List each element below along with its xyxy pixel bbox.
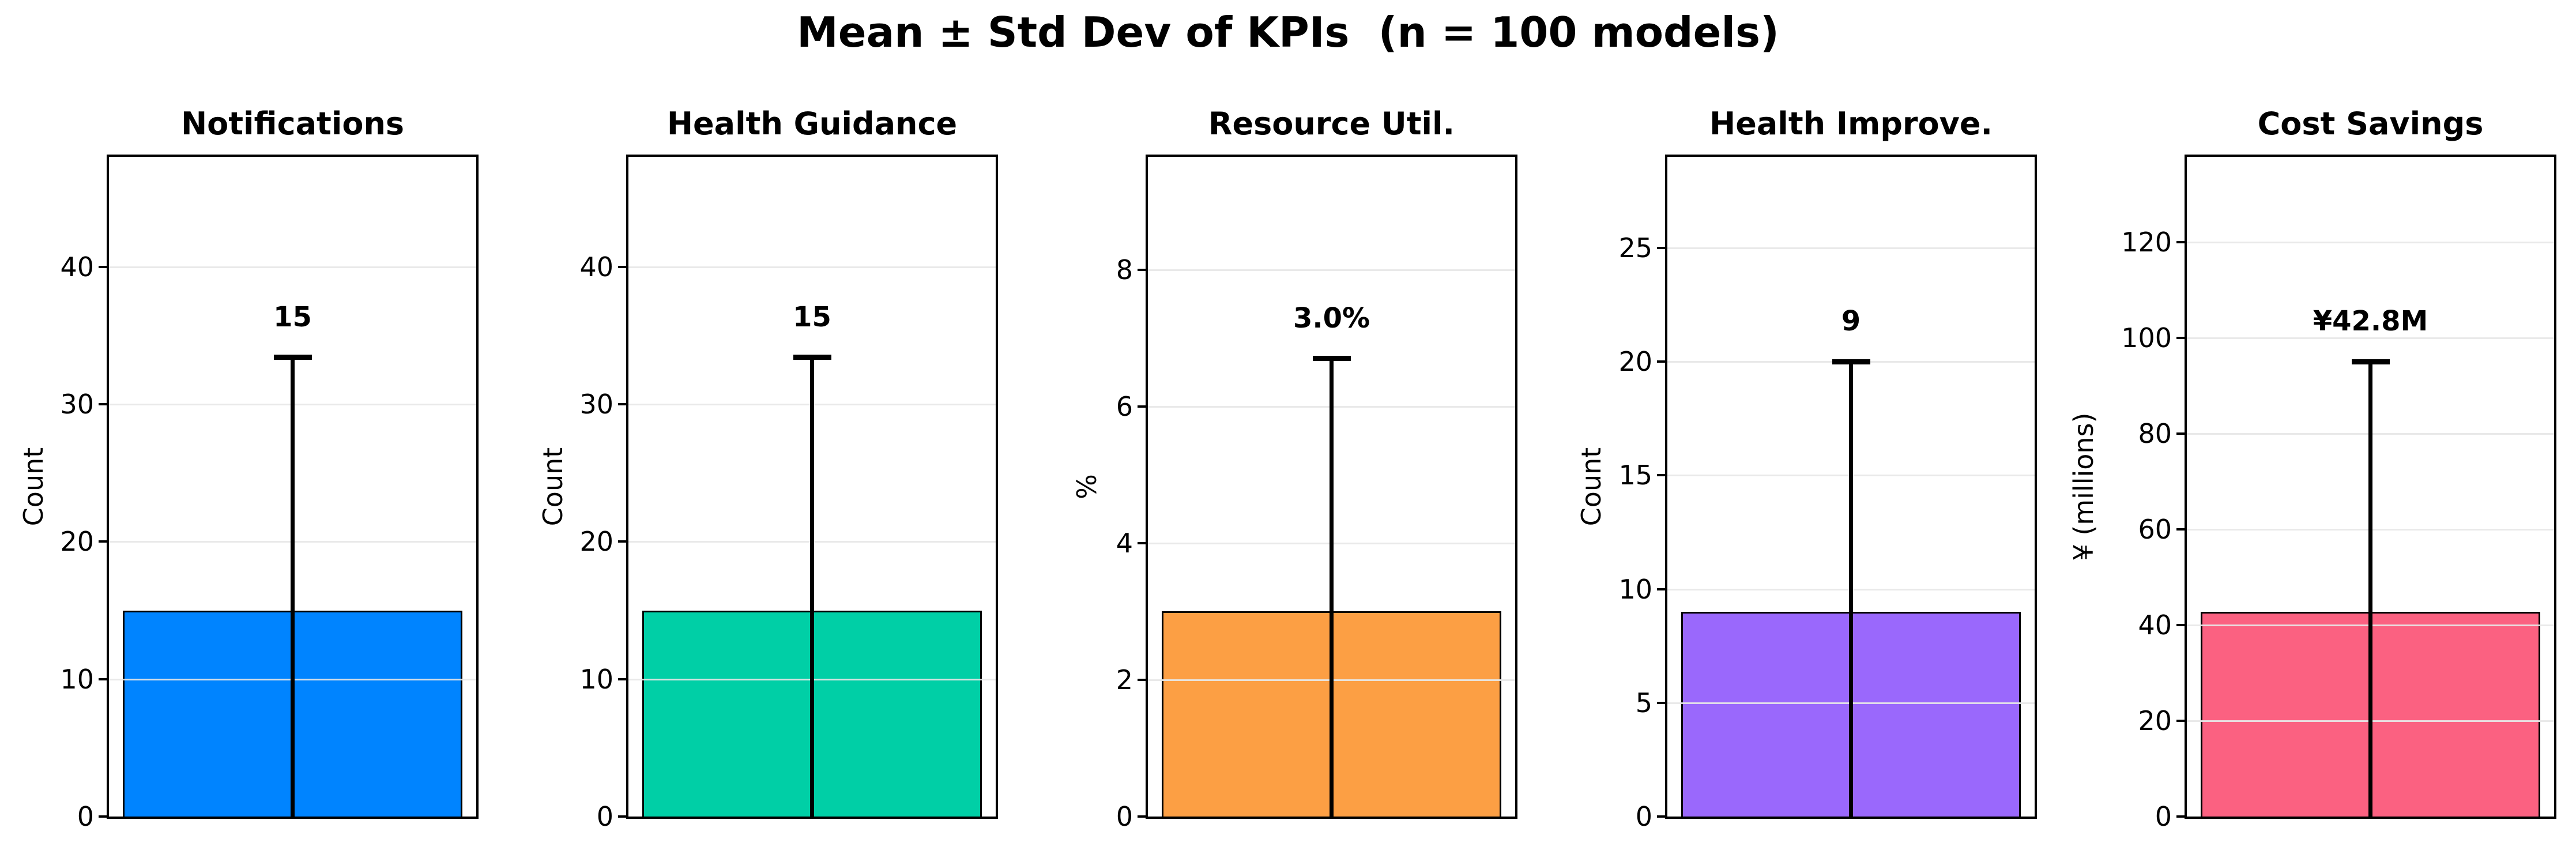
y-tick-mark [99, 265, 107, 268]
y-tick-mark [2176, 240, 2185, 243]
y-axis-label: Count [537, 447, 568, 526]
y-tick-label: 40 [60, 251, 94, 283]
error-bar-cap [2351, 359, 2390, 364]
y-tick-mark [618, 815, 626, 818]
y-tick-label: 80 [2138, 417, 2172, 449]
error-bar-cap [1312, 356, 1351, 362]
axes: ¥42.8M [2185, 155, 2556, 819]
y-tick-mark [1657, 360, 1665, 363]
gridline [1148, 269, 1515, 271]
y-tick-label: 2 [1116, 664, 1133, 695]
y-tick-label: 4 [1116, 527, 1133, 559]
y-tick-label: 25 [1618, 232, 1652, 264]
y-tick-label: 20 [2138, 705, 2172, 736]
y-tick-mark [99, 678, 107, 680]
value-label: 15 [273, 300, 312, 333]
axes: 15 [626, 155, 998, 819]
y-tick-label: 0 [77, 801, 94, 832]
axes: 9 [1665, 155, 2037, 819]
subplot-title: Cost Savings [2257, 106, 2484, 142]
y-tick-mark [2176, 623, 2185, 626]
y-tick-label: 8 [1116, 254, 1133, 285]
y-tick-mark [99, 540, 107, 543]
y-tick-label: 120 [2121, 226, 2172, 258]
gridline [1667, 247, 2035, 249]
y-axis-label: % [1071, 474, 1102, 499]
error-bar-line [810, 357, 814, 817]
y-tick-label: 0 [1635, 801, 1652, 832]
figure-title: Mean ± Std Dev of KPIs (n = 100 models) [797, 8, 1779, 57]
axes: 15 [107, 155, 479, 819]
error-bar-line [1330, 358, 1334, 817]
y-tick-mark [2176, 815, 2185, 818]
value-label: 9 [1841, 305, 1861, 338]
error-bar-cap [1832, 359, 1870, 364]
subplot-title: Notifications [180, 106, 405, 142]
error-bar-cap [793, 355, 831, 360]
y-tick-mark [1138, 268, 1146, 271]
y-tick-label: 20 [1618, 346, 1652, 378]
y-tick-mark [618, 265, 626, 268]
y-tick-label: 40 [579, 251, 613, 283]
y-tick-mark [1138, 541, 1146, 544]
subplot-title: Resource Util. [1208, 106, 1455, 142]
error-bar-line [1849, 362, 1853, 817]
y-tick-mark [2176, 432, 2185, 435]
y-tick-mark [1657, 815, 1665, 818]
error-bar-line [2368, 362, 2372, 817]
y-tick-label: 15 [1618, 460, 1652, 491]
y-axis-label: ¥ (millions) [2068, 412, 2099, 561]
error-bar-line [291, 357, 295, 817]
y-tick-label: 5 [1635, 687, 1652, 718]
y-tick-label: 20 [60, 526, 94, 558]
gridline [109, 266, 476, 268]
subplot-title: Health Improve. [1709, 106, 1993, 142]
value-label: 15 [793, 300, 831, 333]
y-tick-label: 0 [2155, 801, 2172, 832]
error-bar-cap [273, 355, 312, 360]
y-tick-mark [618, 678, 626, 680]
y-tick-label: 10 [579, 663, 613, 695]
gridline [628, 266, 996, 268]
y-axis-label: Count [18, 447, 49, 526]
y-tick-mark [99, 815, 107, 818]
y-tick-label: 10 [60, 663, 94, 695]
y-tick-label: 30 [60, 389, 94, 420]
gridline [2187, 241, 2554, 243]
y-tick-mark [1657, 474, 1665, 477]
y-tick-mark [1138, 815, 1146, 818]
y-tick-mark [618, 540, 626, 543]
value-label: ¥42.8M [2313, 305, 2428, 338]
y-tick-label: 6 [1116, 390, 1133, 422]
y-tick-label: 40 [2138, 609, 2172, 641]
y-tick-label: 0 [1116, 801, 1133, 832]
y-tick-label: 60 [2138, 513, 2172, 545]
y-tick-label: 30 [579, 389, 613, 420]
value-label: 3.0% [1293, 302, 1370, 334]
y-tick-mark [618, 403, 626, 405]
y-tick-label: 0 [596, 801, 613, 832]
gridline [2187, 337, 2554, 339]
subplot-title: Health Guidance [666, 106, 958, 142]
y-tick-mark [2176, 336, 2185, 339]
y-tick-mark [1138, 678, 1146, 681]
y-tick-mark [1657, 701, 1665, 704]
y-tick-label: 20 [579, 526, 613, 558]
y-tick-mark [2176, 719, 2185, 722]
y-tick-mark [2176, 528, 2185, 531]
y-tick-label: 100 [2121, 322, 2172, 353]
y-tick-label: 10 [1618, 573, 1652, 605]
y-tick-mark [99, 403, 107, 405]
y-tick-mark [1657, 588, 1665, 590]
y-axis-label: Count [1576, 447, 1607, 526]
y-tick-mark [1657, 246, 1665, 249]
y-tick-mark [1138, 405, 1146, 408]
axes: 3.0% [1146, 155, 1517, 819]
